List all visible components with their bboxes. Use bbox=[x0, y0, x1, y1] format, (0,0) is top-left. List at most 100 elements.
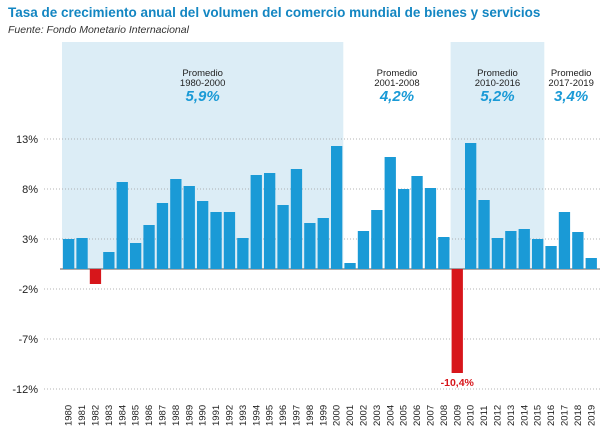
average-label-1: Promedio bbox=[377, 68, 418, 79]
bar-2003 bbox=[371, 210, 383, 269]
x-tick-label-1995: 1995 bbox=[265, 405, 276, 426]
bar-1990 bbox=[197, 201, 209, 269]
x-tick-label-2013: 2013 bbox=[506, 405, 517, 426]
x-tick-label-2007: 2007 bbox=[425, 405, 436, 426]
y-tick-label: -12% bbox=[12, 384, 38, 396]
bar-2004 bbox=[384, 157, 396, 269]
average-value-1: 4,2% bbox=[379, 88, 414, 105]
chart-title: Tasa de crecimiento anual del volumen de… bbox=[8, 5, 541, 20]
x-tick-label-1988: 1988 bbox=[171, 405, 182, 426]
bar-1995 bbox=[264, 173, 276, 269]
average-period-2: 2010-2016 bbox=[475, 78, 520, 89]
bar-2014 bbox=[518, 229, 530, 269]
x-tick-label-1997: 1997 bbox=[291, 405, 302, 426]
average-value-0: 5,9% bbox=[186, 88, 220, 105]
y-tick-label: -7% bbox=[18, 334, 38, 346]
bar-1988 bbox=[170, 179, 182, 269]
bar-2010 bbox=[465, 143, 477, 269]
average-label-0: Promedio bbox=[182, 68, 223, 79]
bar-2009 bbox=[451, 269, 463, 373]
bar-1983 bbox=[103, 252, 115, 269]
y-tick-label: -2% bbox=[18, 284, 38, 296]
average-period-3: 2017-2019 bbox=[548, 78, 593, 89]
bar-2008 bbox=[438, 237, 450, 269]
average-label-3: Promedio bbox=[551, 68, 592, 79]
bar-1980 bbox=[63, 239, 75, 269]
x-tick-label-1994: 1994 bbox=[251, 405, 262, 426]
x-tick-label-2010: 2010 bbox=[466, 405, 477, 426]
bar-1999 bbox=[317, 218, 329, 269]
bar-1981 bbox=[76, 238, 88, 269]
bar-1987 bbox=[156, 203, 169, 269]
bar-1998 bbox=[304, 223, 316, 269]
x-tick-label-1984: 1984 bbox=[117, 405, 128, 426]
bar-1984 bbox=[116, 182, 128, 269]
bar-2007 bbox=[424, 188, 437, 269]
x-tick-label-1983: 1983 bbox=[104, 405, 115, 426]
x-tick-label-2004: 2004 bbox=[385, 405, 396, 426]
x-tick-label-1986: 1986 bbox=[144, 405, 155, 426]
x-tick-label-2006: 2006 bbox=[412, 405, 423, 426]
bar-1996 bbox=[277, 205, 289, 269]
x-tick-label-2014: 2014 bbox=[519, 405, 530, 426]
x-tick-label-1996: 1996 bbox=[278, 405, 289, 426]
bar-2018 bbox=[572, 232, 584, 269]
x-tick-label-2016: 2016 bbox=[546, 405, 557, 426]
x-tick-label-1985: 1985 bbox=[131, 405, 142, 426]
y-tick-label: 3% bbox=[22, 234, 38, 246]
x-tick-label-2018: 2018 bbox=[573, 405, 584, 426]
bar-2005 bbox=[398, 189, 410, 269]
average-value-2: 5,2% bbox=[480, 88, 514, 105]
x-tick-label-1990: 1990 bbox=[198, 405, 209, 426]
bar-1997 bbox=[290, 169, 303, 269]
x-tick-label-2012: 2012 bbox=[492, 405, 503, 426]
bar-2017 bbox=[558, 212, 571, 269]
bar-1985 bbox=[130, 243, 142, 269]
bar-1992 bbox=[223, 212, 236, 269]
x-tick-label-2015: 2015 bbox=[533, 405, 544, 426]
bar-1989 bbox=[183, 186, 195, 269]
bar-1982 bbox=[89, 269, 102, 284]
bar-1991 bbox=[210, 212, 222, 269]
x-tick-label-2009: 2009 bbox=[452, 405, 463, 426]
x-tick-label-1999: 1999 bbox=[318, 405, 329, 426]
x-tick-label-1989: 1989 bbox=[184, 405, 195, 426]
average-value-3: 3,4% bbox=[554, 88, 588, 105]
bar-1994 bbox=[250, 175, 262, 269]
x-tick-label-1992: 1992 bbox=[224, 405, 235, 426]
average-label-2: Promedio bbox=[477, 68, 518, 79]
x-tick-label-2000: 2000 bbox=[332, 405, 343, 426]
x-tick-label-2005: 2005 bbox=[399, 405, 410, 426]
x-tick-label-2008: 2008 bbox=[439, 405, 450, 426]
bar-2006 bbox=[411, 176, 423, 269]
x-tick-label-2019: 2019 bbox=[586, 405, 597, 426]
x-tick-label-1980: 1980 bbox=[64, 405, 75, 426]
bar-2013 bbox=[505, 231, 517, 269]
average-period-0: 1980-2000 bbox=[180, 78, 225, 89]
y-tick-label: 13% bbox=[16, 134, 38, 146]
bar-2019 bbox=[585, 258, 597, 269]
bar-2000 bbox=[331, 146, 343, 269]
average-period-1: 2001-2008 bbox=[374, 78, 419, 89]
bar-2011 bbox=[478, 200, 490, 269]
x-tick-label-1982: 1982 bbox=[90, 405, 101, 426]
bar-1986 bbox=[143, 225, 155, 269]
x-tick-label-1981: 1981 bbox=[77, 405, 88, 426]
bar-2002 bbox=[357, 231, 370, 269]
chart-source: Fuente: Fondo Monetario Internacional bbox=[8, 24, 189, 36]
x-tick-label-2002: 2002 bbox=[358, 405, 369, 426]
x-tick-label-2011: 2011 bbox=[479, 406, 490, 426]
bar-2016 bbox=[545, 246, 557, 269]
x-tick-label-1987: 1987 bbox=[157, 405, 168, 426]
x-tick-label-2001: 2001 bbox=[345, 405, 356, 426]
bar-2001 bbox=[344, 263, 356, 269]
bar-2015 bbox=[532, 239, 544, 269]
x-tick-label-2003: 2003 bbox=[372, 405, 383, 426]
data-label-2009: -10,4% bbox=[441, 377, 475, 389]
bar-2012 bbox=[491, 238, 504, 269]
y-tick-label: 8% bbox=[22, 184, 38, 196]
bar-1993 bbox=[237, 238, 249, 269]
x-tick-label-1998: 1998 bbox=[305, 405, 316, 426]
x-tick-label-2017: 2017 bbox=[559, 405, 570, 426]
